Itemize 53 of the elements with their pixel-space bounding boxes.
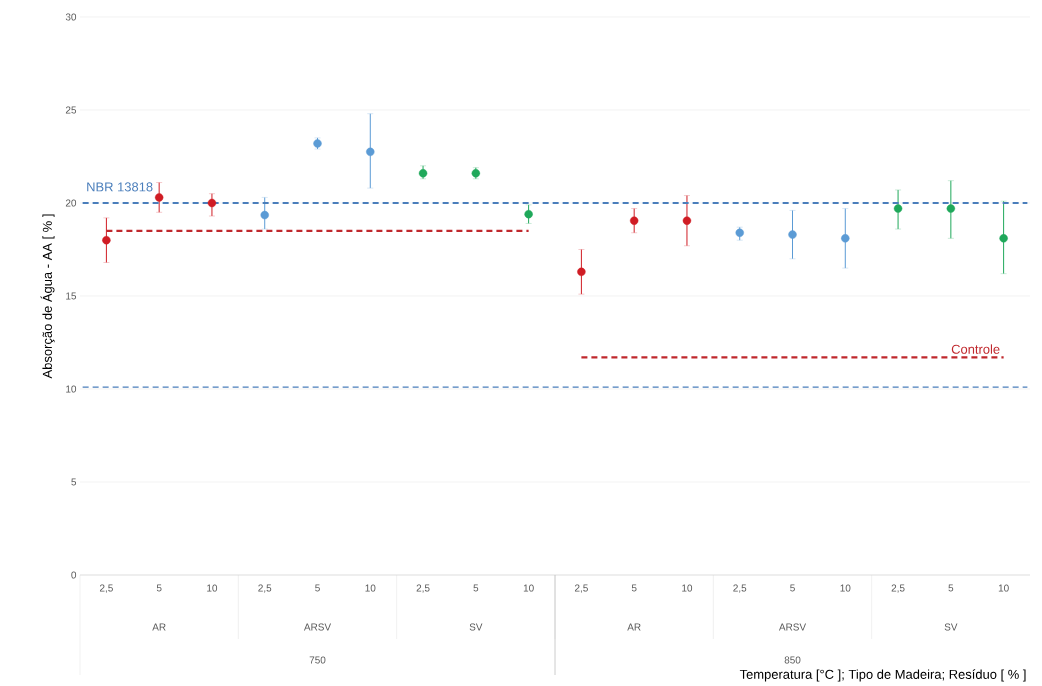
x-tick-label: 2,5: [258, 584, 272, 593]
y-tick-label: 20: [65, 199, 77, 207]
y-tick-label: 30: [65, 13, 77, 21]
y-tick-label: 10: [66, 385, 77, 393]
text: AR: [627, 623, 641, 631]
text: ARSV: [778, 623, 807, 631]
point: [841, 234, 850, 243]
x-tick-label: 5: [473, 584, 479, 592]
point: [260, 210, 269, 220]
x-tick-label: 5: [156, 584, 162, 592]
y-tick-label: 5: [71, 478, 77, 486]
point: [999, 234, 1008, 243]
x-tick-label: 2,5: [99, 584, 113, 593]
y-tick-label: 0: [71, 571, 77, 579]
x-tick-label: 5: [315, 584, 320, 592]
point: [788, 230, 797, 239]
point: [946, 204, 956, 213]
text: Temperatura [°C ]; Tipo de Madeira; Resíduo [ % ]: [739, 669, 1026, 682]
text: ARSV: [303, 623, 332, 631]
x-tick-label: 10: [365, 584, 376, 592]
x-tick-label: 2,5: [891, 584, 905, 593]
point: [524, 209, 533, 219]
point: [207, 198, 217, 208]
x-tick-label: 5: [631, 584, 637, 592]
ref-line-label: NBR 13818: [87, 182, 153, 192]
point: [102, 236, 111, 245]
point: [893, 204, 903, 213]
y-tick-label: 25: [65, 106, 77, 114]
point: [629, 216, 639, 225]
point: [418, 169, 428, 178]
x-tick-label: 2,5: [574, 584, 588, 593]
point: [577, 267, 586, 277]
x-tick-label: 5: [790, 584, 795, 592]
x-tick-label: 10: [840, 584, 851, 592]
text: SV: [469, 623, 483, 631]
point: [735, 228, 744, 237]
text: 850: [784, 656, 801, 664]
y-tick-label: 15: [66, 292, 77, 300]
x-tick-label: 10: [998, 584, 1009, 592]
point: [154, 193, 164, 202]
text: 750: [309, 656, 326, 664]
text: SV: [944, 623, 958, 631]
x-tick-label: 5: [948, 584, 954, 592]
point: [682, 216, 692, 225]
x-tick-label: 2,5: [416, 584, 430, 593]
x-tick-label: 10: [523, 584, 534, 592]
text: AR: [152, 623, 166, 631]
point: [366, 147, 375, 157]
y-axis-title: Absorção de Água - AA [ % ]: [40, 214, 55, 379]
x-tick-label: 10: [207, 584, 218, 592]
x-tick-label: 2,5: [733, 584, 747, 593]
x-tick-label: 10: [682, 584, 693, 592]
series-label: Controle: [951, 344, 1000, 354]
